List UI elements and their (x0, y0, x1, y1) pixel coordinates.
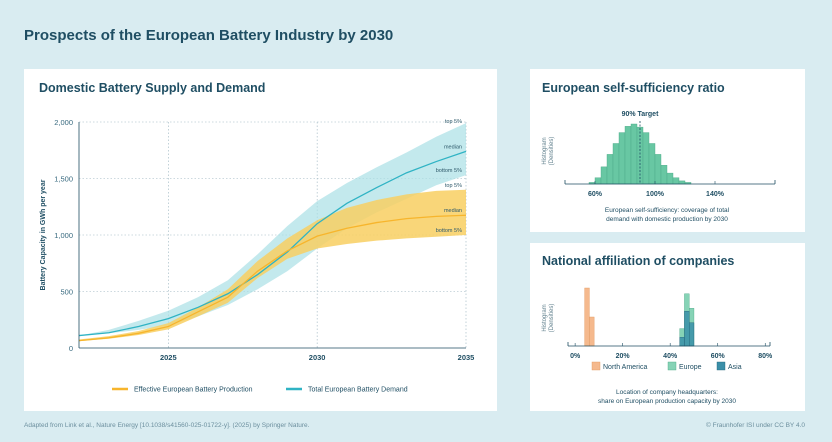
caption-line: Location of company headquarters: (616, 389, 718, 396)
histogram-bar (594, 177, 602, 185)
histogram-bar (612, 143, 620, 185)
affiliation-chart: 0% 20% 40% 60% 80% Histogram (Densities) North … (542, 287, 773, 405)
y-axis-label: Histogram (542, 304, 548, 331)
footer-source: Adapted from Link et al., Nature Energy … (24, 422, 310, 429)
x-tick-label: 80% (758, 353, 773, 360)
affiliation-panel: National affiliation of companies 0% 20% 4… (530, 243, 805, 411)
supply-demand-panel: Domestic Battery Supply and Demand 0 500 1… (24, 69, 497, 411)
band-label: median (444, 208, 462, 214)
self-sufficiency-title: European self-sufficiency ratio (542, 81, 725, 95)
histogram-bar (618, 132, 626, 185)
histogram-bar-asia (684, 310, 690, 347)
y-tick-label: 2,000 (54, 118, 73, 127)
y-axis-label: Histogram (542, 137, 548, 164)
y-tick-label: 1,500 (54, 175, 73, 184)
x-tick-label: 2025 (160, 353, 177, 362)
band-label: median (444, 144, 462, 150)
x-tick-label: 140% (706, 191, 725, 198)
histogram-bar (606, 154, 614, 185)
histogram-bar-north-america (589, 316, 595, 347)
histogram-bar (648, 143, 656, 185)
demand-median-line (78, 150, 467, 337)
histogram-bar (660, 165, 668, 185)
histogram-bar (678, 180, 686, 185)
histogram-bar (654, 154, 662, 185)
histogram-bar (630, 123, 638, 185)
histogram-bar-asia (688, 322, 695, 347)
band-label: top 5% (445, 119, 462, 125)
caption-line: share on European production capacity by… (598, 398, 736, 405)
band-label: top 5% (445, 183, 462, 189)
x-tick-label: 2035 (458, 353, 475, 362)
caption-line: demand with domestic production by 2030 (606, 216, 728, 223)
y-axis-label: (Densities) (549, 137, 555, 166)
histogram-bar-asia (679, 337, 685, 347)
target-label: 90% Target (622, 111, 659, 118)
band-label: bottom 5% (436, 168, 462, 174)
demand-band (79, 123, 466, 336)
y-tick-label: 0 (69, 344, 73, 353)
page-title: Prospects of the European Battery Indust… (24, 27, 394, 44)
legend-label-demand: Total European Battery Demand (308, 387, 408, 394)
y-tick-label: 500 (60, 288, 73, 297)
legend-label: Asia (728, 364, 742, 371)
affiliation-title: National affiliation of companies (542, 254, 735, 268)
y-axis-label: (Densities) (549, 304, 555, 333)
histogram-bar (666, 172, 674, 185)
histogram-bar (624, 126, 632, 185)
x-tick-label: 60% (588, 191, 603, 198)
footer-license: © Fraunhofer ISI under CC BY 4.0 (706, 422, 805, 429)
legend-swatch (667, 361, 677, 371)
production-band (79, 189, 466, 342)
self-sufficiency-chart: 90% Target 60% 100% 140% Histogram (Densities… (542, 111, 776, 223)
supply-demand-chart: 0 500 1,000 1,500 2,000 2025 2030 2035 top 5% med… (40, 118, 475, 394)
histogram-bar (642, 132, 650, 185)
x-tick-label: 2030 (309, 353, 326, 362)
production-median-line (78, 214, 467, 342)
histogram-bar (600, 166, 608, 185)
legend-label: North America (603, 364, 647, 371)
y-axis-label: Battery Capacity in GWh per year (40, 179, 47, 290)
x-tick-label: 0% (570, 353, 581, 360)
x-tick-label: 40% (663, 353, 678, 360)
supply-demand-title: Domestic Battery Supply and Demand (39, 81, 266, 95)
band-label: bottom 5% (436, 228, 462, 234)
histogram-bar-north-america (584, 287, 590, 347)
x-tick-label: 100% (646, 191, 665, 198)
legend-label: Europe (679, 364, 702, 371)
histogram-bar (672, 177, 680, 185)
self-sufficiency-panel: European self-sufficiency ratio 90% Targ… (530, 69, 805, 232)
y-tick-label: 1,000 (54, 231, 73, 240)
x-tick-label: 60% (711, 353, 726, 360)
legend-swatch (591, 361, 601, 371)
x-tick-label: 20% (616, 353, 631, 360)
legend-swatch (716, 361, 726, 371)
legend-label-production: Effective European Battery Production (134, 387, 253, 394)
caption-line: European self-sufficiency: coverage of t… (605, 207, 730, 214)
